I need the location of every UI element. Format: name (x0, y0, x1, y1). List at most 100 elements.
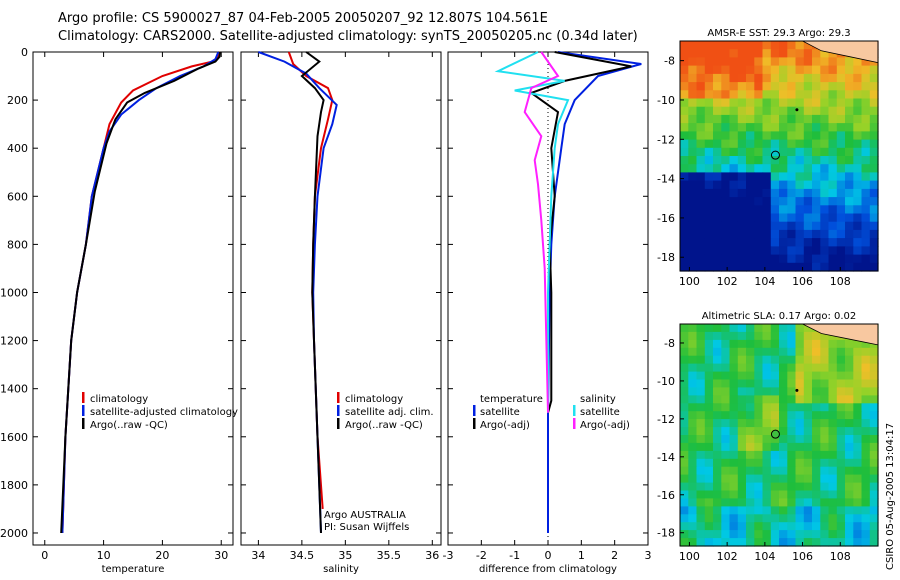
map-cell (721, 197, 731, 206)
map-cell (721, 262, 731, 272)
map-cell (721, 246, 731, 256)
map-cell (754, 172, 764, 182)
map-cell (770, 131, 780, 141)
map-cell (861, 188, 871, 198)
map-cell (754, 106, 764, 116)
map-cell (704, 254, 714, 264)
map-cell (746, 147, 755, 157)
map-cell (696, 466, 706, 476)
map-cell (762, 371, 772, 381)
map-cell (770, 65, 780, 75)
map-cell (746, 458, 755, 468)
map-cell (795, 164, 805, 173)
map-cell (770, 490, 780, 499)
map-cell (828, 164, 838, 173)
map-cell (820, 427, 830, 436)
map-cell (779, 530, 788, 539)
annotation-text: Argo AUSTRALIA (324, 510, 406, 521)
x-tick-label: 106 (792, 550, 813, 563)
map-cell (779, 387, 788, 396)
map-frame (679, 323, 879, 547)
map-cell (696, 482, 706, 492)
map-cell (869, 435, 879, 444)
map-cell (746, 339, 755, 349)
map-cell (812, 188, 821, 198)
map-cell (688, 41, 698, 50)
map-cell (746, 82, 755, 91)
map-cell (704, 450, 714, 460)
map-cell (836, 164, 846, 173)
map-cell (754, 114, 764, 124)
map-cell (680, 339, 689, 349)
map-cell (704, 246, 714, 256)
map-cell (721, 180, 731, 190)
map-cell (861, 164, 871, 173)
map-cell (812, 482, 821, 492)
map-cell (770, 355, 780, 365)
map-cell (770, 106, 780, 116)
map-cell (713, 522, 722, 531)
map-cell (729, 522, 739, 531)
map-cell (836, 205, 846, 215)
map-cell (845, 238, 854, 247)
map-cell (861, 387, 871, 396)
x-tick-label: 0 (545, 549, 552, 562)
map-cell (746, 205, 755, 215)
map-cell (754, 498, 764, 507)
x-tick-label: 106 (792, 275, 813, 288)
map-cell (853, 435, 863, 444)
map-cell (803, 514, 813, 523)
map-cell (688, 522, 698, 531)
legend-swatch (473, 418, 476, 429)
x-tick-label: 30 (214, 549, 228, 562)
map-cell (713, 49, 722, 58)
map-cell (704, 82, 714, 91)
map-cell (770, 324, 780, 333)
map-cell (820, 450, 830, 460)
map-cell (795, 180, 805, 190)
map-cell (861, 139, 871, 149)
map-cell (737, 90, 747, 100)
map-cell (795, 490, 805, 499)
map-cell (770, 188, 780, 198)
map-cell (861, 147, 871, 157)
map-cell (680, 106, 689, 116)
map-cell (820, 156, 830, 165)
map-title: Altimetric SLA: 0.17 Argo: 0.02 (702, 311, 857, 322)
map-cell (861, 172, 871, 182)
panel-difference: -3 -2 -1 0 1 2 3 difference from climatology tem… (443, 51, 652, 575)
map-cell (729, 355, 739, 365)
map-cell (762, 506, 772, 515)
map-cell (737, 474, 747, 484)
map-cell (812, 514, 821, 523)
map-cell (721, 106, 731, 116)
map-cell (861, 450, 871, 460)
map-cell (729, 172, 739, 182)
map-cell (803, 254, 813, 264)
map-cell (861, 442, 871, 452)
map-cell (795, 482, 805, 492)
map-cell (713, 442, 722, 452)
map-cell (729, 65, 739, 75)
map-cell (704, 355, 714, 365)
map-cell (680, 355, 689, 365)
map-cell (721, 324, 731, 333)
map-cell (861, 73, 871, 83)
map-cell (762, 114, 772, 124)
map-cell (845, 172, 854, 182)
map-cell (853, 419, 863, 428)
map-cell (845, 339, 854, 349)
map-cell (713, 139, 722, 149)
x-axis-label: salinity (323, 564, 359, 575)
map-cell (853, 506, 863, 515)
map-cell (787, 82, 797, 91)
map-cell (680, 379, 689, 388)
map-cell (729, 213, 739, 223)
map-cell (721, 188, 731, 198)
map-cell (737, 347, 747, 357)
map-cell (704, 147, 714, 157)
map-cell (754, 435, 764, 444)
map-cell (803, 147, 813, 157)
map-cell (787, 530, 797, 539)
map-cell (721, 238, 731, 247)
